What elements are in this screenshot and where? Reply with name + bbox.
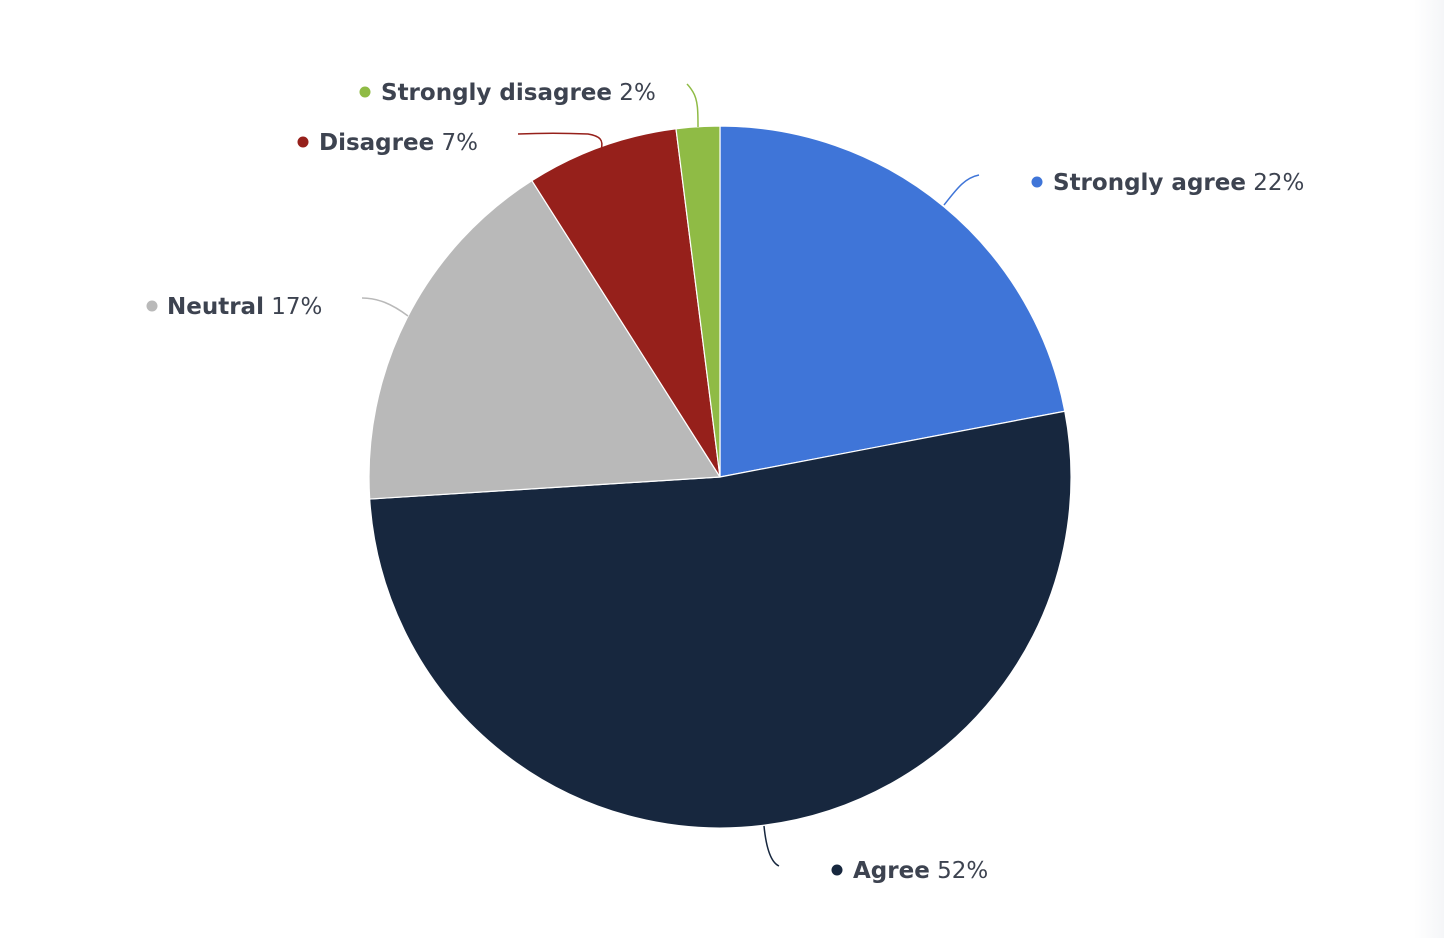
data-label-value: 7% [434, 130, 478, 156]
data-label-category: Disagree [319, 130, 434, 156]
leader-line-agree [763, 825, 780, 867]
pie-slice-agree[interactable] [369, 410, 1072, 829]
data-label-disagree: Disagree 7% [319, 130, 478, 156]
leader-lines [361, 83, 980, 867]
label-marker-disagree [297, 136, 309, 148]
edge-shadow [1414, 0, 1444, 938]
label-marker-neutral [146, 300, 158, 312]
label-marker-agree [831, 864, 843, 876]
leader-line-strongly-disagree [686, 83, 699, 128]
label-marker-strongly-disagree [359, 86, 371, 98]
data-label-agree: Agree 52% [853, 858, 988, 884]
data-label-value: 2% [612, 80, 656, 106]
data-label-value: 17% [264, 294, 322, 320]
data-label-category: Strongly disagree [381, 80, 612, 106]
pie-slices [368, 125, 1072, 829]
data-label-strongly-disagree: Strongly disagree 2% [381, 80, 656, 106]
data-label-value: 22% [1246, 170, 1304, 196]
data-label-strongly-agree: Strongly agree 22% [1053, 170, 1304, 196]
label-marker-strongly-agree [1031, 176, 1043, 188]
pie-slice-neutral[interactable] [368, 179, 722, 500]
data-label-category: Strongly agree [1053, 170, 1246, 196]
leader-line-disagree [517, 132, 603, 151]
pie-slice-strongly-agree[interactable] [719, 125, 1066, 478]
leader-line-neutral [361, 297, 409, 317]
data-labels: Strongly agree 22% Agree 52% Neutral 17% Di… [146, 80, 1304, 884]
data-label-category: Agree [853, 858, 930, 884]
data-label-value: 52% [930, 858, 988, 884]
leader-line-strongly-agree [943, 174, 980, 206]
data-label-neutral: Neutral 17% [167, 294, 322, 320]
data-label-category: Neutral [167, 294, 264, 320]
